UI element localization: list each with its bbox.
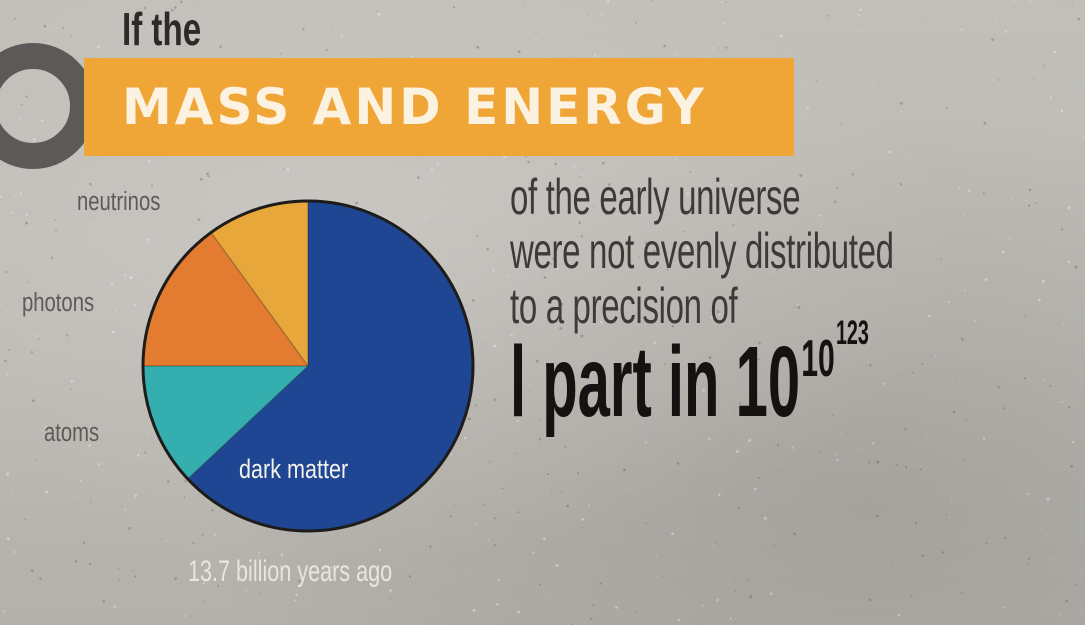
precision-lead: l part in 10 [510, 326, 801, 438]
slice-divider [210, 232, 309, 367]
statement-line-3: to a precision of [510, 278, 738, 334]
precision-exponent-exponent: 123 [835, 314, 869, 352]
title-banner [84, 58, 794, 156]
heading-prefix: If the [122, 3, 202, 55]
pie-slice-dark-matter [187, 201, 474, 531]
statement-line-2: were not evenly distributed [510, 223, 894, 279]
banner-title: MASS AND ENERGY [122, 78, 707, 136]
slice-label-dark-matter: dark matter [239, 455, 348, 485]
pie-slice-photons [143, 232, 308, 366]
pie-slice-atoms [143, 366, 308, 479]
slice-label-photons: photons [22, 288, 94, 317]
time-caption: 13.7 billion years ago [188, 555, 393, 588]
pie-slice-neutrinos [211, 201, 308, 366]
slice-divider [187, 365, 309, 480]
statement-line-1: of the early universe [510, 169, 801, 225]
precision-statement: l part in 1010123 [510, 314, 869, 455]
slice-label-atoms: atoms [44, 418, 99, 447]
precision-exponent: 10 [801, 330, 835, 388]
pie-outline [141, 199, 475, 533]
slice-label-neutrinos: neutrinos [77, 187, 160, 216]
